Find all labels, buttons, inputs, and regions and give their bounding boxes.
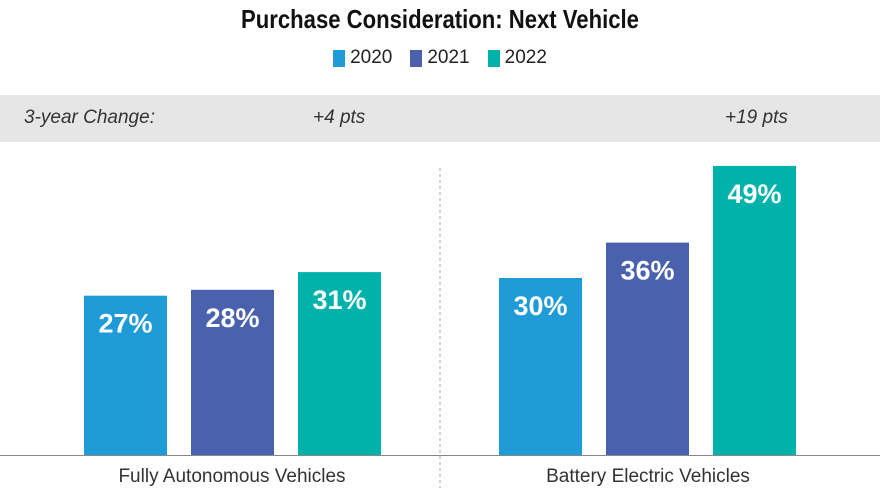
- data-label: 36%: [620, 256, 674, 286]
- category-label-electric: Battery Electric Vehicles: [546, 466, 750, 487]
- legend-label: 2021: [427, 47, 470, 68]
- legend: 2020 2021 2022: [0, 47, 880, 69]
- data-label: 27%: [98, 309, 152, 339]
- chart-title: Purchase Consideration: Next Vehicle: [241, 4, 639, 34]
- bar-2022-0: [298, 272, 381, 455]
- legend-swatch: [333, 49, 346, 67]
- legend-item-2022: 2022: [487, 47, 547, 69]
- change-value-autonomous: +4 pts: [313, 107, 366, 128]
- bar-2021-1: [606, 242, 689, 455]
- legend-label: 2022: [504, 47, 547, 68]
- bar-2021-0: [191, 289, 274, 455]
- data-label: 30%: [513, 291, 567, 321]
- data-label: 31%: [312, 285, 366, 315]
- bar-2022-1: [713, 165, 796, 455]
- data-label: 49%: [727, 179, 781, 209]
- legend-item-2021: 2021: [410, 47, 470, 69]
- bar-2020-0: [84, 295, 167, 455]
- change-value-electric: +19 pts: [725, 107, 788, 128]
- category-label-autonomous: Fully Autonomous Vehicles: [118, 466, 346, 487]
- change-label: 3-year Change:: [24, 107, 155, 128]
- legend-label: 2020: [350, 47, 393, 68]
- legend-swatch: [410, 49, 423, 67]
- data-label: 28%: [205, 303, 259, 333]
- bar-2020-1: [499, 278, 582, 455]
- legend-item-2020: 2020: [333, 47, 392, 69]
- change-band: 3-year Change: +4 pts +19 pts: [0, 95, 880, 142]
- legend-swatch: [487, 49, 500, 67]
